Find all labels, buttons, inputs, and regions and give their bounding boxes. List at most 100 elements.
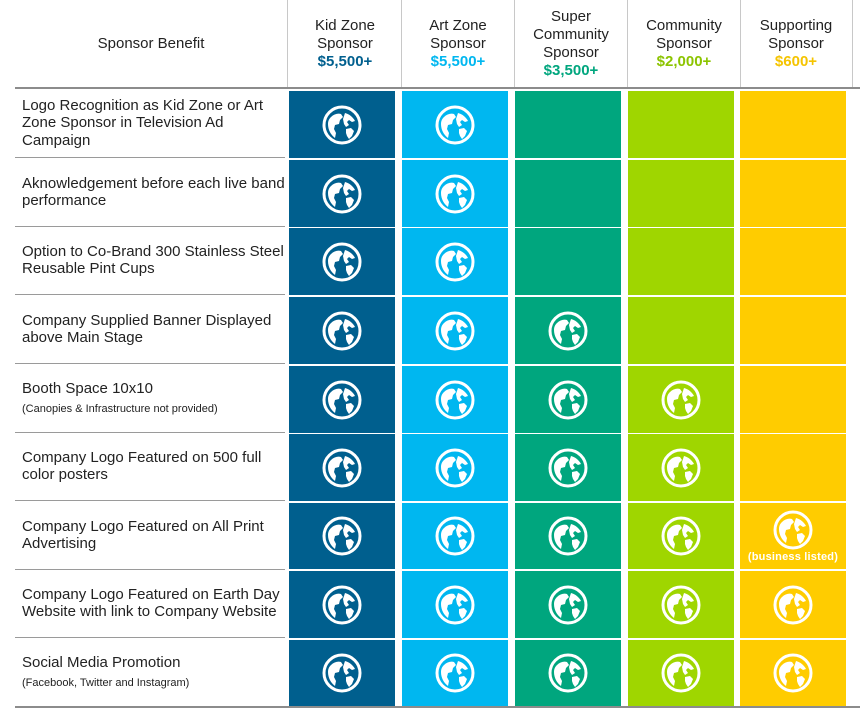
- benefit-label: Option to Co-Brand 300 Stainless Steel R…: [22, 242, 284, 278]
- tier-cell: [628, 297, 734, 364]
- benefit-row-label: Company Supplied Banner Displayed above …: [15, 295, 285, 364]
- benefit-note: (Canopies & Infrastructure not provided): [22, 403, 218, 416]
- globe-icon: [661, 380, 701, 420]
- tier-cell: [740, 160, 846, 227]
- benefit-row-label: Social Media Promotion (Facebook, Twitter…: [15, 638, 285, 707]
- tier-cell: [628, 160, 734, 227]
- globe-icon: [548, 380, 588, 420]
- globe-icon: [435, 516, 475, 556]
- tier-name-line3: Sponsor: [543, 43, 599, 61]
- tier-cell: [515, 160, 621, 227]
- benefit-row-label: Company Logo Featured on All Print Adver…: [15, 501, 285, 570]
- tier-cell: [515, 228, 621, 295]
- benefit-label: Booth Space 10x10: [22, 379, 153, 397]
- tier-cell: [289, 160, 395, 227]
- benefit-row-label: Aknowledgement before each live band per…: [15, 158, 285, 227]
- benefit-label: Company Supplied Banner Displayed above …: [22, 311, 272, 347]
- tier-price: $600+: [774, 52, 818, 70]
- globe-icon: [548, 653, 588, 693]
- globe-icon: [548, 448, 588, 488]
- tier-cell: [515, 503, 621, 569]
- globe-icon: [435, 311, 475, 351]
- tier-cell: [740, 228, 846, 295]
- tier-cell: [628, 434, 734, 501]
- tier-cell: [515, 640, 621, 706]
- benefit-label: Social Media Promotion: [22, 653, 181, 671]
- tier-cell: [289, 571, 395, 638]
- globe-icon: [435, 448, 475, 488]
- globe-icon: [435, 174, 475, 214]
- tier-cell: [515, 434, 621, 501]
- tier-price: $5,500+: [430, 52, 486, 70]
- tier-cell: [289, 503, 395, 569]
- tier-cell: [628, 503, 734, 569]
- benefit-note: (Facebook, Twitter and Instagram): [22, 677, 190, 690]
- tier-header-3: Super Community Sponsor $3,500+: [515, 0, 628, 87]
- tier-cell: [628, 366, 734, 433]
- tier-cell: [628, 640, 734, 706]
- benefit-row-label: Company Logo Featured on Earth Day Websi…: [15, 569, 285, 638]
- tier-cell: [402, 640, 508, 706]
- tier-name-line1: Community: [646, 16, 722, 34]
- tier-header-4: Community Sponsor $2,000+: [628, 0, 741, 87]
- tier-price: $2,000+: [656, 52, 712, 70]
- tier-name-line1: Kid Zone: [314, 16, 376, 34]
- globe-icon: [661, 585, 701, 625]
- tier-name-line2: Sponsor: [656, 34, 712, 52]
- globe-icon: [773, 585, 813, 625]
- tier-cell: [402, 434, 508, 501]
- tier-name-line1: Art Zone: [429, 16, 487, 34]
- tier-name-line2: Sponsor: [317, 34, 373, 52]
- benefit-row-label: Logo Recognition as Kid Zone or Art Zone…: [15, 89, 285, 158]
- tier-cell: [402, 503, 508, 569]
- table-bottom-border: [15, 706, 860, 708]
- cell-note: (business listed): [747, 550, 839, 563]
- tier-cell: [740, 640, 846, 706]
- tier-name-line1: Supporting: [759, 16, 833, 34]
- tier-cell: [515, 571, 621, 638]
- globe-icon: [322, 311, 362, 351]
- globe-icon: [548, 516, 588, 556]
- tier-cell: [740, 571, 846, 638]
- globe-icon: [661, 653, 701, 693]
- globe-icon: [773, 653, 813, 693]
- tier-cell: [740, 434, 846, 501]
- tier-cell: [402, 366, 508, 433]
- sponsor-benefit-header: Sponsor Benefit: [15, 0, 288, 87]
- globe-icon: [322, 174, 362, 214]
- tier-header-2: Art Zone Sponsor $5,500+: [402, 0, 515, 87]
- globe-icon: [322, 448, 362, 488]
- tier-cell: [402, 297, 508, 364]
- benefit-row-label: Option to Co-Brand 300 Stainless Steel R…: [15, 226, 285, 295]
- globe-icon: [435, 585, 475, 625]
- tier-header-1: Kid Zone Sponsor $5,500+: [289, 0, 402, 87]
- benefit-row-label: Booth Space 10x10 (Canopies & Infrastruct…: [15, 364, 285, 433]
- globe-icon: [322, 653, 362, 693]
- benefit-label: Company Logo Featured on Earth Day Websi…: [22, 585, 280, 621]
- tier-header-5: Supporting Sponsor $600+: [740, 0, 853, 87]
- globe-icon: [661, 516, 701, 556]
- globe-icon: [548, 311, 588, 351]
- globe-icon: [435, 380, 475, 420]
- tier-cell: [628, 91, 734, 158]
- globe-icon: [322, 585, 362, 625]
- tier-name-line1: Super: [550, 7, 592, 25]
- globe-icon: [661, 448, 701, 488]
- globe-icon: [322, 242, 362, 282]
- tier-cell: [289, 297, 395, 364]
- tier-cell: [740, 366, 846, 433]
- globe-icon: [322, 516, 362, 556]
- tier-cell: [289, 91, 395, 158]
- tier-cell: [289, 434, 395, 501]
- globe-icon: [435, 105, 475, 145]
- tier-cell: [515, 366, 621, 433]
- tier-cell: [628, 228, 734, 295]
- benefit-label: Company Logo Featured on 500 full color …: [22, 448, 262, 484]
- tier-name-line2: Sponsor: [430, 34, 486, 52]
- tier-cell: [402, 228, 508, 295]
- benefit-label: Logo Recognition as Kid Zone or Art Zone…: [22, 96, 263, 149]
- tier-cell: [289, 640, 395, 706]
- globe-icon: [435, 653, 475, 693]
- tier-cell: (business listed): [740, 503, 846, 569]
- tier-cell: [402, 571, 508, 638]
